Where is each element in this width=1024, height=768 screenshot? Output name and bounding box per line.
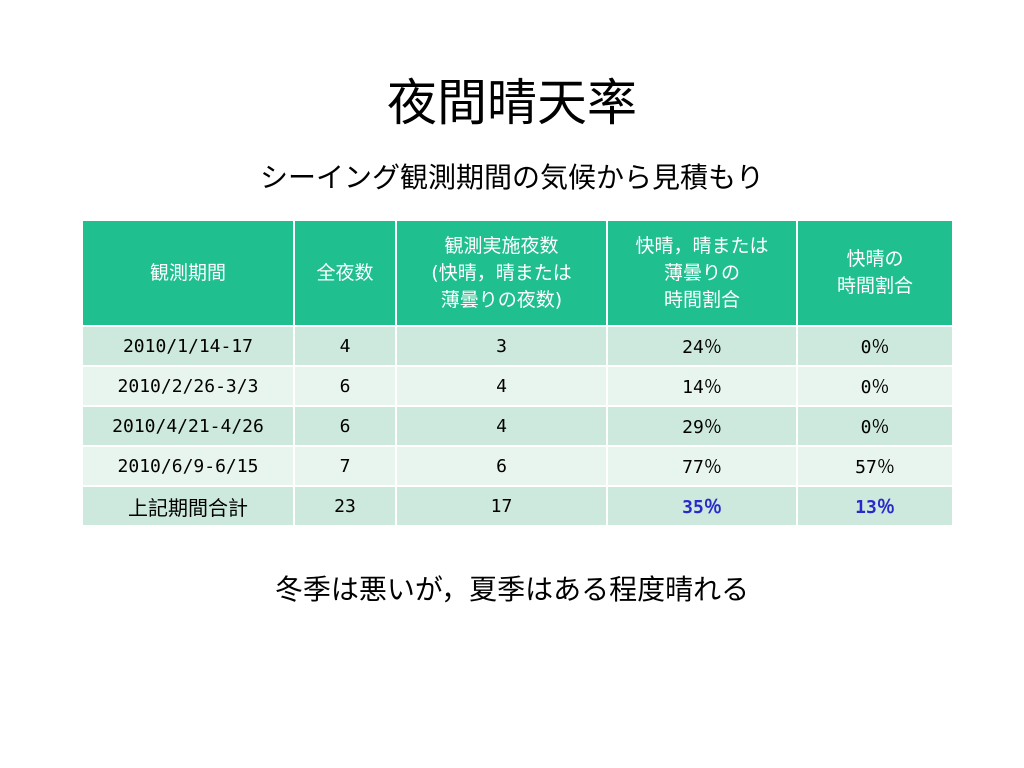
header-observation-period: 観測期間 bbox=[81, 219, 295, 327]
clear-or-thin-ratio-cell: 14％ bbox=[606, 365, 798, 407]
clear-ratio-cell: 0％ bbox=[796, 405, 954, 447]
slide-title: 夜間晴天率 bbox=[387, 73, 637, 132]
clear-or-thin-ratio-cell: 77％ bbox=[606, 445, 798, 487]
total-nights-cell: 4 bbox=[293, 325, 397, 367]
header-clear-or-thin-cloud-ratio: 快晴，晴または 薄曇りの 時間割合 bbox=[606, 219, 798, 327]
observed-nights-cell: 3 bbox=[395, 325, 608, 367]
slide-subtitle: シーイング観測期間の気候から見積もり bbox=[259, 161, 764, 194]
table-row-total: 上記期間合計 23 17 35％ 13％ bbox=[81, 485, 954, 527]
total-clear-or-thin-ratio-cell: 35％ bbox=[606, 485, 798, 527]
observed-nights-cell: 17 bbox=[395, 485, 608, 527]
header-total-nights: 全夜数 bbox=[293, 219, 397, 327]
clear-ratio-cell: 0％ bbox=[796, 325, 954, 367]
period-cell: 2010/1/14-17 bbox=[81, 325, 295, 367]
observed-nights-cell: 6 bbox=[395, 445, 608, 487]
table-row: 2010/1/14-17 4 3 24％ 0％ bbox=[81, 325, 954, 367]
clear-sky-rate-table: 観測期間 全夜数 観測実施夜数 (快晴，晴または 薄曇りの夜数) 快晴，晴または… bbox=[81, 219, 954, 527]
table-header-row: 観測期間 全夜数 観測実施夜数 (快晴，晴または 薄曇りの夜数) 快晴，晴または… bbox=[81, 219, 954, 327]
clear-sky-table-container: 観測期間 全夜数 観測実施夜数 (快晴，晴または 薄曇りの夜数) 快晴，晴または… bbox=[81, 219, 954, 527]
total-nights-cell: 6 bbox=[293, 405, 397, 447]
total-nights-cell: 23 bbox=[293, 485, 397, 527]
clear-or-thin-ratio-cell: 29％ bbox=[606, 405, 798, 447]
header-observed-nights: 観測実施夜数 (快晴，晴または 薄曇りの夜数) bbox=[395, 219, 608, 327]
observed-nights-cell: 4 bbox=[395, 405, 608, 447]
total-nights-cell: 7 bbox=[293, 445, 397, 487]
period-cell: 2010/2/26-3/3 bbox=[81, 365, 295, 407]
period-cell: 2010/6/9-6/15 bbox=[81, 445, 295, 487]
table-row: 2010/2/26-3/3 6 4 14％ 0％ bbox=[81, 365, 954, 407]
clear-ratio-cell: 0％ bbox=[796, 365, 954, 407]
conclusion-note: 冬季は悪いが，夏季はある程度晴れる bbox=[274, 573, 750, 606]
total-nights-cell: 6 bbox=[293, 365, 397, 407]
header-clear-ratio: 快晴の 時間割合 bbox=[796, 219, 954, 327]
total-clear-ratio-cell: 13％ bbox=[796, 485, 954, 527]
clear-ratio-cell: 57％ bbox=[796, 445, 954, 487]
table-row: 2010/6/9-6/15 7 6 77％ 57％ bbox=[81, 445, 954, 487]
total-period-label-cell: 上記期間合計 bbox=[81, 485, 295, 527]
observed-nights-cell: 4 bbox=[395, 365, 608, 407]
table-row: 2010/4/21-4/26 6 4 29％ 0％ bbox=[81, 405, 954, 447]
period-cell: 2010/4/21-4/26 bbox=[81, 405, 295, 447]
clear-or-thin-ratio-cell: 24％ bbox=[606, 325, 798, 367]
